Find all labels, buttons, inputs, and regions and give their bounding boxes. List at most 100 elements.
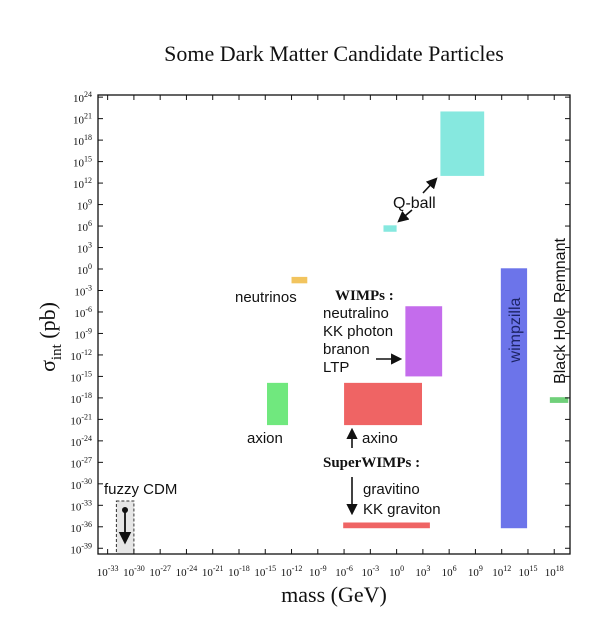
tick-base: 10 xyxy=(149,567,161,579)
x-tick-label: 10-27 xyxy=(149,564,171,579)
y-tick-label: 10-39 xyxy=(70,541,92,556)
y-tick-labels: 1024102110181015101210910610310010-310-6… xyxy=(70,90,92,556)
label-wimpzilla: wimpzilla xyxy=(507,297,524,363)
tick-base: 10 xyxy=(415,567,427,579)
plot-frame xyxy=(97,94,571,555)
region-q-ball-small xyxy=(383,225,397,232)
x-tick-label: 10-3 xyxy=(362,564,380,579)
tick-exponent: -30 xyxy=(81,477,92,486)
tick-base: 10 xyxy=(70,437,82,449)
tick-exponent: 9 xyxy=(88,198,92,207)
tick-base: 10 xyxy=(77,222,89,234)
label-neutrinos: neutrinos xyxy=(235,289,297,306)
tick-exponent: -21 xyxy=(213,564,224,573)
tick-base: 10 xyxy=(202,567,214,579)
y-tick-label: 10-33 xyxy=(70,498,92,513)
tick-exponent: -15 xyxy=(265,564,276,573)
x-axis-label: mass (GeV) xyxy=(281,582,387,607)
tick-exponent: -6 xyxy=(85,305,92,314)
region-axino xyxy=(344,382,423,426)
y-tick-label: 10-18 xyxy=(70,391,92,406)
region-wimpzilla xyxy=(500,268,528,529)
tick-exponent: 15 xyxy=(84,155,92,164)
tick-base: 10 xyxy=(70,501,82,513)
y-axis-label: σint (pb) xyxy=(35,302,65,372)
tick-base: 10 xyxy=(70,394,82,406)
tick-base: 10 xyxy=(70,523,82,535)
tick-exponent: -12 xyxy=(292,564,303,573)
tick-exponent: 3 xyxy=(88,241,92,250)
tick-exponent: -9 xyxy=(85,326,92,335)
x-tick-label: 1015 xyxy=(518,564,537,579)
tick-base: 10 xyxy=(442,567,454,579)
tick-base: 10 xyxy=(70,372,82,384)
label-qball: Q-ball xyxy=(393,195,436,212)
x-tick-label: 109 xyxy=(468,564,483,579)
tick-base: 10 xyxy=(74,286,86,298)
tick-base: 10 xyxy=(176,567,188,579)
tick-base: 10 xyxy=(97,567,109,579)
label-axion: axion xyxy=(247,430,283,447)
x-tick-label: 100 xyxy=(389,564,404,579)
x-tick-label: 10-9 xyxy=(309,564,327,579)
tick-exponent: -24 xyxy=(187,564,198,573)
y-tick-label: 1018 xyxy=(73,133,92,148)
tick-exponent: 12 xyxy=(84,176,92,185)
tick-base: 10 xyxy=(492,567,504,579)
region-axion xyxy=(267,382,289,426)
region-superwimps xyxy=(343,522,430,529)
tick-exponent: -33 xyxy=(81,498,92,507)
tick-base: 10 xyxy=(254,567,266,579)
y-tick-label: 10-27 xyxy=(70,455,92,470)
tick-base: 10 xyxy=(70,351,82,363)
tick-base: 10 xyxy=(518,567,530,579)
tick-base: 10 xyxy=(74,329,86,341)
y-tick-label: 10-9 xyxy=(74,326,92,341)
label-gravitino: gravitino xyxy=(363,481,420,498)
region-black-hole-remnant xyxy=(549,397,569,403)
tick-exponent: -9 xyxy=(320,564,327,573)
tick-base: 10 xyxy=(335,567,347,579)
tick-base: 10 xyxy=(309,567,321,579)
tick-exponent: -39 xyxy=(81,541,92,550)
tick-base: 10 xyxy=(77,265,89,277)
y-tick-label: 1024 xyxy=(73,90,92,105)
tick-base: 10 xyxy=(77,244,89,256)
y-tick-label: 10-21 xyxy=(70,412,92,427)
tick-base: 10 xyxy=(73,115,85,127)
tick-exponent: -33 xyxy=(108,564,119,573)
label-ltp: LTP xyxy=(323,359,349,376)
y-tick-label: 10-6 xyxy=(74,305,92,320)
tick-exponent: -3 xyxy=(85,283,92,292)
chart-title: Some Dark Matter Candidate Particles xyxy=(164,41,504,66)
tick-exponent: 6 xyxy=(453,564,457,573)
tick-base: 10 xyxy=(70,458,82,470)
y-axis-symbol: σ xyxy=(35,360,60,372)
tick-exponent: -18 xyxy=(239,564,250,573)
label-axino: axino xyxy=(362,430,398,447)
label-branon: branon xyxy=(323,341,370,358)
tick-exponent: 6 xyxy=(88,219,92,228)
x-tick-label: 10-30 xyxy=(123,564,145,579)
tick-base: 10 xyxy=(70,480,82,492)
label-neutralino: neutralino xyxy=(323,305,389,322)
tick-exponent: -15 xyxy=(81,369,92,378)
y-tick-label: 106 xyxy=(77,219,92,234)
x-tick-label: 10-24 xyxy=(176,564,198,579)
y-tick-label: 10-15 xyxy=(70,369,92,384)
x-tick-labels: 10-33 10-30 10-27 10-24 10-21 10-18 10-15 10-12… xyxy=(97,564,564,579)
tick-base: 10 xyxy=(123,567,135,579)
tick-base: 10 xyxy=(545,567,557,579)
y-tick-label: 1021 xyxy=(73,112,92,127)
x-tick-label: 10-6 xyxy=(335,564,353,579)
region-neutrinos xyxy=(291,276,308,284)
arrow-qball-up xyxy=(422,177,438,194)
x-tick-label: 10-18 xyxy=(228,564,250,579)
y-tick-label: 1012 xyxy=(73,176,92,191)
tick-base: 10 xyxy=(468,567,480,579)
tick-base: 10 xyxy=(74,308,86,320)
tick-base: 10 xyxy=(362,567,374,579)
label-black-hole-remnant: Black Hole Remnant xyxy=(552,238,569,384)
tick-exponent: 12 xyxy=(503,564,511,573)
